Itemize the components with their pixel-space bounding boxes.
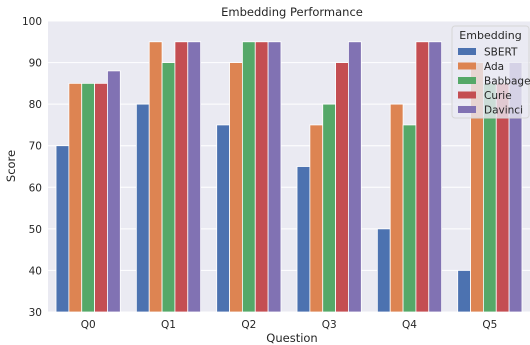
legend-swatch-sbert	[458, 48, 476, 55]
bar-sbert-q3	[296, 166, 311, 313]
legend-swatch-curie	[458, 91, 476, 99]
legend-label-davinci: Davinci	[484, 105, 523, 117]
y-tick-labels: 30 40 50 60 70 80 90 100	[22, 16, 42, 319]
y-tick-label: 30	[29, 307, 42, 319]
x-axis-label: Question	[266, 331, 317, 345]
legend-swatch-babbage	[458, 77, 476, 84]
bars	[55, 41, 523, 313]
bar-curie-q3	[335, 62, 349, 313]
bar-sbert-q0	[55, 145, 70, 313]
bar-babbage-q0	[81, 82, 95, 313]
y-tick-label: 60	[29, 182, 42, 194]
bar-babbage-q2	[242, 41, 256, 313]
y-tick-label: 50	[29, 224, 42, 236]
bar-babbage-q1	[161, 62, 176, 313]
x-tick-label: Q5	[482, 319, 497, 331]
x-tick-label: Q4	[402, 319, 417, 331]
bar-sbert-q4	[376, 228, 391, 313]
x-tick-label: Q2	[241, 319, 256, 331]
legend-title: Embedding	[459, 29, 521, 42]
y-tick-label: 40	[29, 265, 42, 277]
bar-babbage-q4	[402, 124, 417, 313]
bar-curie-q4	[415, 41, 430, 313]
grid-lines	[48, 20, 530, 313]
legend-swatch-ada	[458, 62, 476, 70]
bar-davinci-q1	[187, 41, 202, 313]
bar-sbert-q1	[135, 103, 150, 313]
legend-swatch-davinci	[458, 106, 476, 113]
y-tick-label: 70	[29, 141, 42, 153]
plot-area	[48, 21, 530, 312]
bar-curie-q1	[174, 41, 189, 313]
bar-davinci-q3	[348, 41, 362, 313]
bar-davinci-q0	[107, 70, 121, 313]
legend-label-curie: Curie	[484, 90, 512, 102]
legend: Embedding SBERT Ada Babbage Curie Davinci	[451, 25, 530, 119]
bar-sbert-q5	[457, 270, 471, 313]
y-tick-label: 80	[29, 99, 42, 111]
bar-davinci-q2	[267, 41, 282, 313]
bar-curie-q0	[94, 82, 108, 313]
legend-label-sbert: SBERT	[484, 47, 518, 59]
y-axis-label: Score	[4, 150, 18, 182]
bar-babbage-q3	[322, 103, 336, 313]
bar-ada-q0	[68, 82, 83, 313]
y-tick-label: 90	[29, 58, 42, 70]
legend-label-ada: Ada	[484, 61, 504, 73]
bar-curie-q2	[254, 41, 269, 313]
bar-davinci-q4	[428, 41, 443, 313]
x-tick-label: Q1	[161, 319, 176, 331]
x-tick-labels: Q0 Q1 Q2 Q3 Q4 Q5	[81, 319, 498, 331]
bar-ada-q4	[389, 103, 404, 313]
bar-ada-q3	[309, 124, 324, 313]
x-tick-label: Q0	[81, 319, 96, 331]
bar-ada-q1	[148, 41, 163, 313]
y-tick-label: 100	[22, 16, 42, 28]
bar-sbert-q2	[216, 124, 230, 313]
chart-title: Embedding Performance	[221, 5, 363, 19]
bar-ada-q2	[229, 62, 243, 313]
legend-label-babbage: Babbage	[484, 76, 530, 88]
x-tick-label: Q3	[322, 319, 337, 331]
